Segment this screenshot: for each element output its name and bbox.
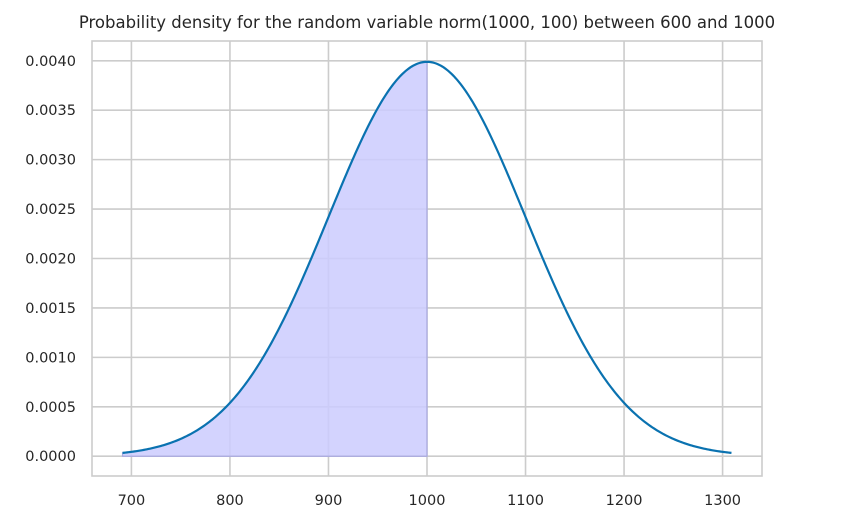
x-axis-ticks: 700 800 900 1000 1100 1200 1300 [118, 493, 741, 509]
x-tick-label: 800 [216, 493, 244, 509]
y-tick-label: 0.0010 [25, 350, 76, 366]
y-tick-label: 0.0040 [25, 54, 76, 70]
y-tick-label: 0.0035 [25, 103, 76, 119]
y-tick-label: 0.0015 [25, 301, 76, 317]
y-tick-label: 0.0000 [25, 449, 76, 465]
x-tick-label: 1100 [507, 493, 544, 509]
y-tick-label: 0.0025 [25, 202, 76, 218]
plot-frame [91, 40, 763, 477]
x-tick-label: 900 [315, 493, 343, 509]
y-tick-label: 0.0030 [25, 153, 76, 169]
chart-title: Probability density for the random varia… [79, 13, 775, 32]
x-tick-label: 1300 [704, 493, 741, 509]
x-tick-label: 700 [118, 493, 146, 509]
x-tick-label: 1000 [409, 493, 446, 509]
density-curve [122, 60, 732, 454]
x-tick-label: 1200 [606, 493, 643, 509]
y-tick-label: 0.0005 [25, 400, 76, 416]
y-axis-ticks: 0.0000 0.0005 0.0010 0.0015 0.0020 0.0025 0.00… [25, 54, 76, 465]
y-tick-label: 0.0020 [25, 252, 76, 268]
